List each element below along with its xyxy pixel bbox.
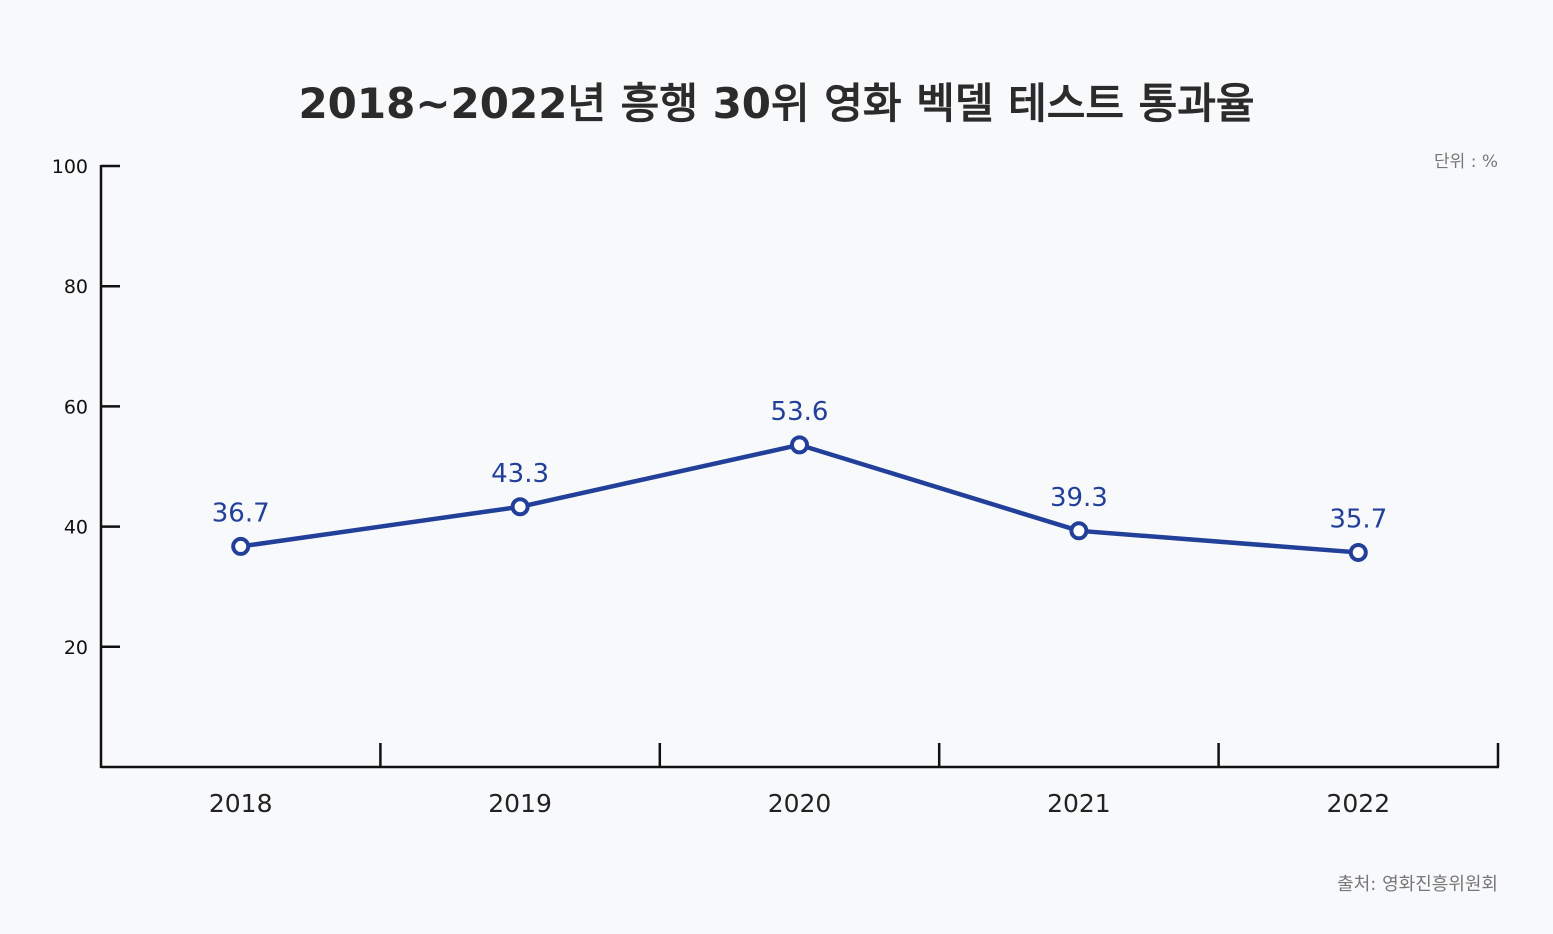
data-point <box>790 435 809 455</box>
data-label: 36.7 <box>212 498 270 528</box>
data-label: 43.3 <box>491 459 549 489</box>
y-tick-label: 100 <box>52 156 88 178</box>
y-tick-label: 40 <box>64 517 88 539</box>
data-point <box>510 497 530 517</box>
data-label: 53.6 <box>771 397 829 427</box>
data-label: 39.3 <box>1050 483 1108 513</box>
y-tick-label: 80 <box>64 276 88 298</box>
x-tick-label: 2020 <box>768 789 832 818</box>
source-label: 출처: 영화진흥위원회 <box>1337 874 1498 895</box>
x-tick-label: 2022 <box>1326 789 1390 818</box>
chart-title: 2018~2022년 흥행 30위 영화 벡델 테스트 통과율 <box>298 79 1255 128</box>
data-point <box>1348 542 1368 562</box>
unit-label: 단위 : % <box>1434 152 1498 172</box>
series-line <box>240 442 1359 555</box>
x-tick-label: 2019 <box>488 789 552 818</box>
x-tick-label: 2021 <box>1047 789 1111 818</box>
data-point <box>1069 521 1089 541</box>
y-tick-label: 60 <box>64 396 88 418</box>
x-tick-label: 2018 <box>209 789 273 818</box>
y-tick-label: 20 <box>64 637 88 659</box>
data-label: 35.7 <box>1329 504 1387 534</box>
data-point <box>231 536 251 556</box>
